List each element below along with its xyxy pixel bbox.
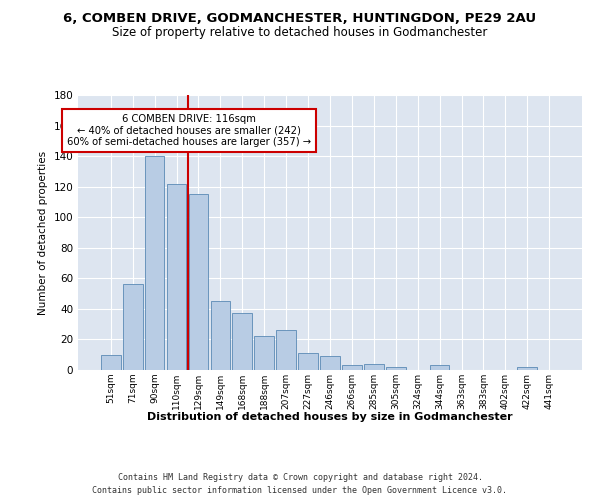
Bar <box>188 194 208 370</box>
Bar <box>342 366 362 370</box>
Bar <box>232 314 252 370</box>
Bar <box>145 156 164 370</box>
Y-axis label: Number of detached properties: Number of detached properties <box>38 150 48 314</box>
Bar <box>298 353 318 370</box>
Bar <box>364 364 384 370</box>
Bar <box>386 367 406 370</box>
Bar <box>254 336 274 370</box>
Bar <box>276 330 296 370</box>
Bar <box>517 367 537 370</box>
Text: 6 COMBEN DRIVE: 116sqm
← 40% of detached houses are smaller (242)
60% of semi-de: 6 COMBEN DRIVE: 116sqm ← 40% of detached… <box>67 114 311 148</box>
Bar <box>123 284 143 370</box>
Text: 6, COMBEN DRIVE, GODMANCHESTER, HUNTINGDON, PE29 2AU: 6, COMBEN DRIVE, GODMANCHESTER, HUNTINGD… <box>64 12 536 26</box>
Bar <box>320 356 340 370</box>
Text: Distribution of detached houses by size in Godmanchester: Distribution of detached houses by size … <box>147 412 513 422</box>
Bar <box>211 301 230 370</box>
Bar <box>430 366 449 370</box>
Bar <box>167 184 187 370</box>
Text: Size of property relative to detached houses in Godmanchester: Size of property relative to detached ho… <box>112 26 488 39</box>
Text: Contains HM Land Registry data © Crown copyright and database right 2024.
Contai: Contains HM Land Registry data © Crown c… <box>92 474 508 495</box>
Bar <box>101 354 121 370</box>
